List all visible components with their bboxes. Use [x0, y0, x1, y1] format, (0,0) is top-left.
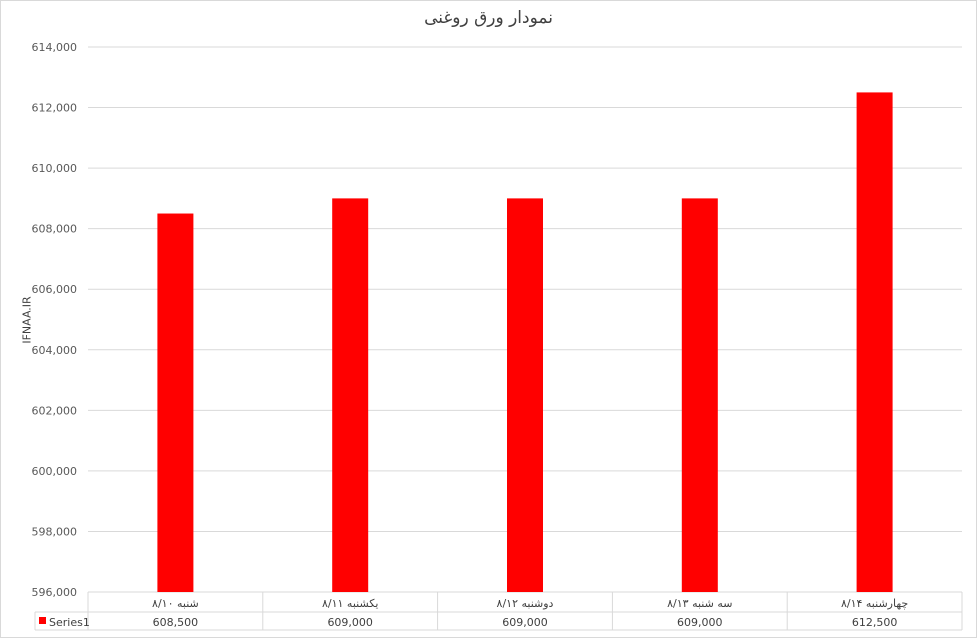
- bar: [157, 213, 194, 592]
- x-category-label: دوشنبه ۸/۱۲: [497, 597, 554, 610]
- chart-title: نمودار ورق روغنی: [424, 8, 553, 28]
- x-category-label: یکشنبه ۸/۱۱: [322, 597, 378, 610]
- data-table-value: 608,500: [153, 616, 199, 629]
- x-category-label: سه شنبه ۸/۱۳: [667, 597, 732, 610]
- bar: [332, 198, 369, 592]
- y-tick-label: 604,000: [32, 344, 78, 357]
- data-table-value: 609,000: [502, 616, 548, 629]
- x-category-label: شنبه ۸/۱۰: [152, 597, 199, 610]
- bar: [856, 92, 893, 593]
- y-tick-label: 614,000: [32, 41, 78, 54]
- y-tick-label: 602,000: [32, 404, 78, 417]
- x-category-label: چهارشنبه ۸/۱۴: [841, 597, 908, 610]
- bar: [681, 198, 718, 592]
- y-tick-label: 610,000: [32, 162, 78, 175]
- bar: [507, 198, 543, 592]
- data-table-value: 609,000: [327, 616, 373, 629]
- y-tick-label: 608,000: [32, 223, 78, 236]
- y-tick-label: 612,000: [32, 102, 78, 115]
- data-table-value: 612,500: [852, 616, 898, 629]
- legend-key: [39, 617, 46, 624]
- data-table-value: 609,000: [677, 616, 723, 629]
- y-tick-label: 606,000: [32, 283, 78, 296]
- legend-label: Series1: [49, 616, 90, 629]
- y-tick-label: 598,000: [32, 525, 78, 538]
- y-tick-label: 600,000: [32, 465, 78, 478]
- y-tick-label: 596,000: [32, 586, 78, 599]
